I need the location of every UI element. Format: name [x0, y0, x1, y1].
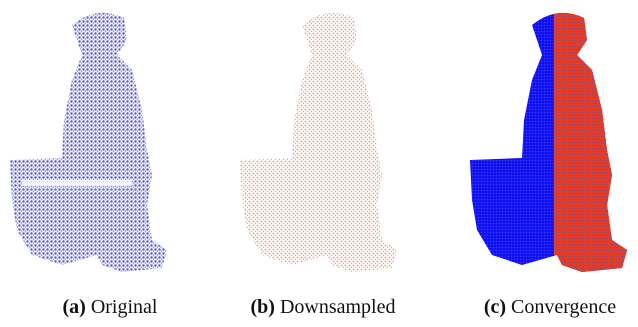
- panel-downsampled: [240, 13, 397, 272]
- caption-a: (a) Original: [63, 296, 158, 318]
- caption-c: (c) Convergence: [484, 296, 616, 318]
- point-cloud: [10, 13, 167, 272]
- figure: (a) Original (b) Downsampled (c) Converg…: [0, 0, 638, 327]
- panel-original: [10, 13, 167, 272]
- point-cloud: [240, 13, 397, 272]
- caption-b: (b) Downsampled: [251, 296, 396, 318]
- highlight: [22, 180, 132, 186]
- panel-convergence: [470, 13, 627, 272]
